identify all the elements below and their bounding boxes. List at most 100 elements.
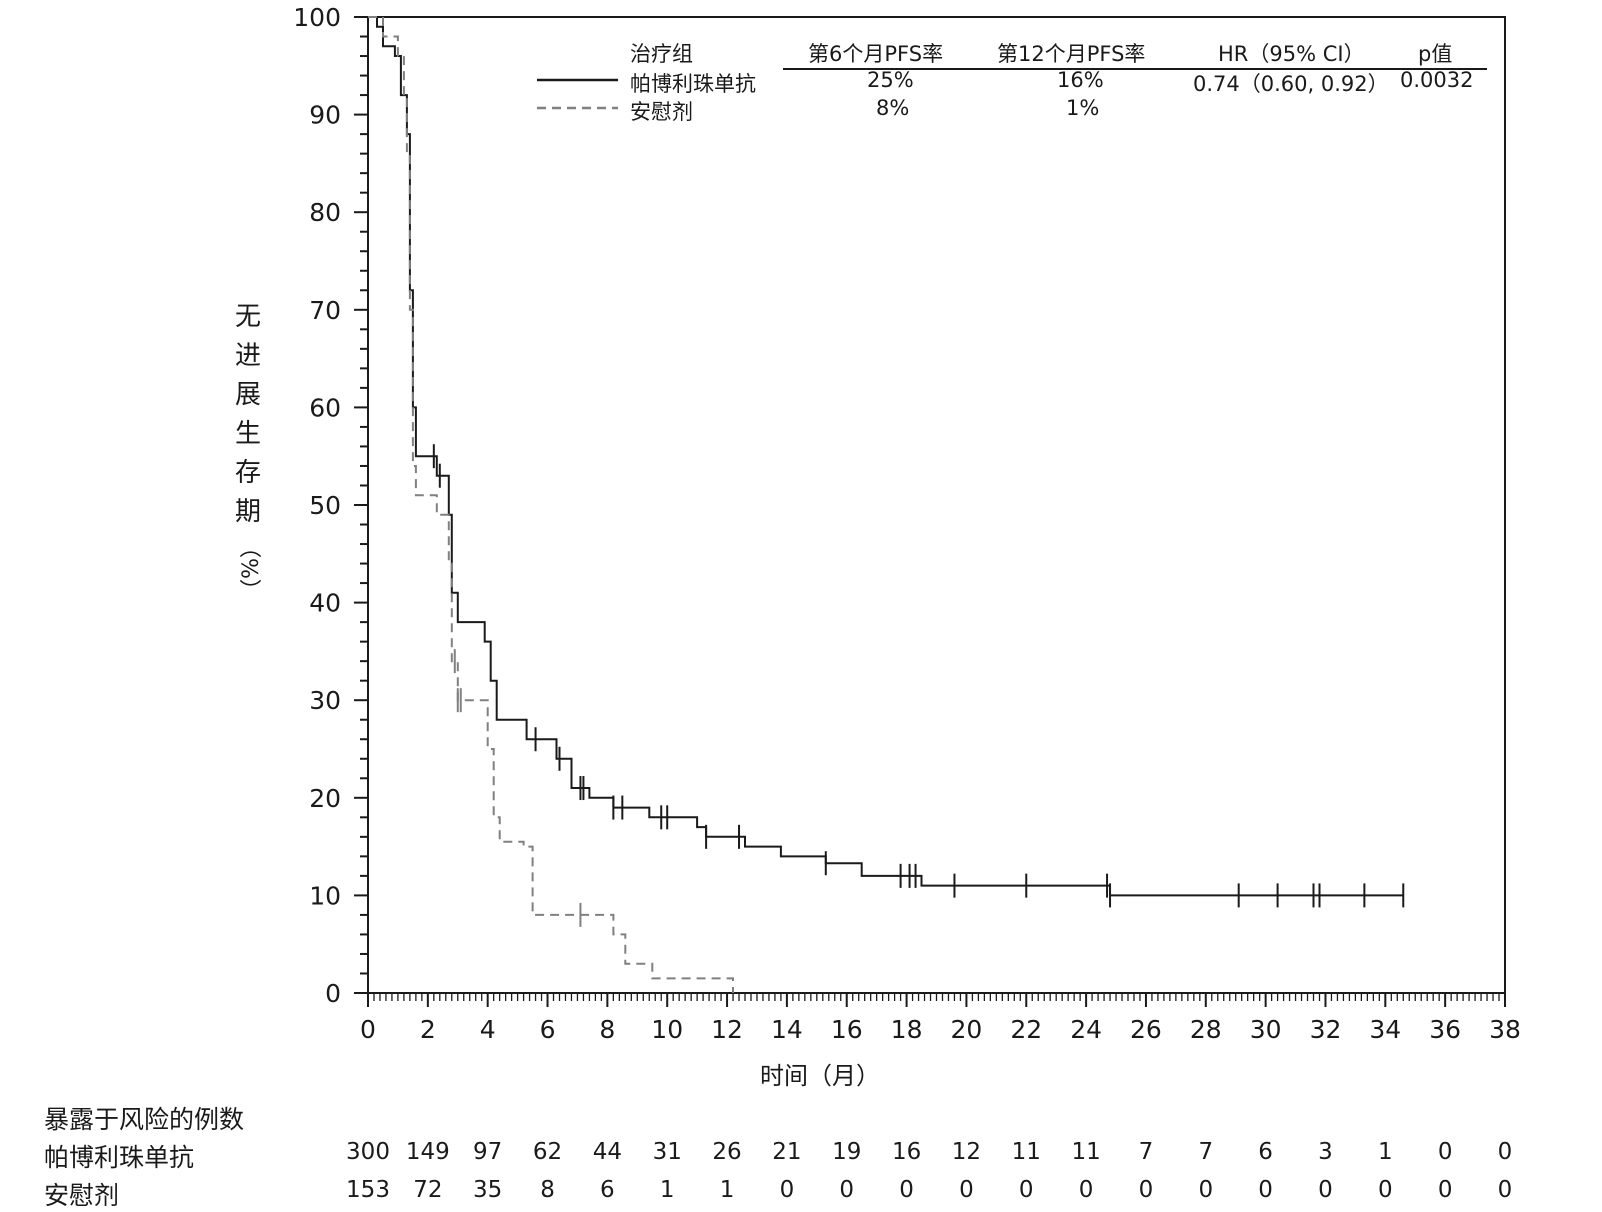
legend-col-12m: 第12个月PFS率 <box>997 42 1146 66</box>
y-axis-label-char: 展 <box>234 380 261 410</box>
risk-cell: 1 <box>659 1177 675 1203</box>
y-tick-label: 50 <box>309 491 341 520</box>
risk-cell: 0 <box>1318 1177 1333 1203</box>
y-tick-label: 90 <box>309 101 341 130</box>
risk-cell: 0 <box>839 1177 855 1203</box>
risk-cell: 1 <box>1377 1139 1393 1165</box>
risk-cell: 0 <box>779 1177 795 1203</box>
risk-cell: 16 <box>891 1139 922 1165</box>
risk-cell: 300 <box>346 1139 390 1165</box>
legend-rate-6m: 25% <box>867 68 914 92</box>
risk-cell: 44 <box>592 1139 622 1165</box>
risk-cell: 6 <box>1258 1139 1273 1165</box>
risk-cell: 0 <box>1258 1177 1273 1203</box>
risk-cell: 0 <box>1497 1139 1513 1165</box>
x-tick-label: 6 <box>540 1015 556 1044</box>
y-axis-label-char: 期 <box>234 497 261 527</box>
x-tick-label: 10 <box>651 1015 683 1044</box>
series-line-pembrolizumab <box>368 16 1404 897</box>
risk-cell: 0 <box>959 1177 974 1203</box>
risk-cell: 0 <box>1377 1177 1393 1203</box>
y-axis-label-unit: （%） <box>235 536 261 601</box>
risk-cell: 26 <box>712 1139 742 1165</box>
risk-table-title: 暴露于风险的例数 <box>44 1105 245 1134</box>
risk-row-label: 帕博利珠单抗 <box>44 1143 195 1172</box>
risk-cell: 8 <box>540 1177 555 1203</box>
y-tick-label: 30 <box>309 686 341 715</box>
y-tick-label: 40 <box>309 589 341 618</box>
risk-cell: 97 <box>473 1139 503 1165</box>
risk-cell: 11 <box>1011 1139 1041 1165</box>
y-tick-label: 70 <box>309 296 341 325</box>
risk-cell: 7 <box>1138 1139 1154 1165</box>
risk-cell: 0 <box>1198 1177 1214 1203</box>
risk-cell: 0 <box>1497 1177 1513 1203</box>
legend-col-hr: HR（95% CI） <box>1218 42 1365 66</box>
y-tick-label: 100 <box>293 3 341 32</box>
x-tick-label: 16 <box>831 1015 863 1044</box>
x-axis-label: 时间（月） <box>760 1062 880 1090</box>
x-tick-label: 38 <box>1489 1015 1521 1044</box>
legend-rate-12m: 16% <box>1057 68 1104 92</box>
y-tick-label: 60 <box>309 393 341 422</box>
y-axis-label: 无 进 展 生 存 期 （%） <box>228 298 268 601</box>
legend-series-name: 帕博利珠单抗 <box>630 72 756 96</box>
risk-cell: 35 <box>473 1177 503 1203</box>
x-tick-label: 14 <box>771 1015 803 1044</box>
risk-cell: 0 <box>1138 1177 1154 1203</box>
risk-cell: 1 <box>719 1177 735 1203</box>
series-line-placebo <box>368 16 734 993</box>
legend-group-header: 治疗组 <box>630 42 693 66</box>
y-tick-label: 20 <box>309 784 341 813</box>
risk-cell: 11 <box>1071 1139 1101 1165</box>
risk-cell: 0 <box>899 1177 914 1203</box>
risk-cell: 3 <box>1318 1139 1333 1165</box>
x-tick-label: 4 <box>480 1015 496 1044</box>
x-tick-label: 18 <box>891 1015 923 1044</box>
risk-cell: 0 <box>1437 1177 1453 1203</box>
x-tick-label: 24 <box>1070 1015 1102 1044</box>
y-axis-label-char: 生 <box>234 419 261 449</box>
y-tick-label: 80 <box>309 198 341 227</box>
plot-frame <box>367 16 1506 994</box>
x-tick-label: 20 <box>951 1015 983 1044</box>
risk-cell: 19 <box>832 1139 862 1165</box>
legend-series-name: 安慰剂 <box>630 100 693 124</box>
x-tick-label: 34 <box>1369 1015 1401 1044</box>
risk-cell: 6 <box>600 1177 615 1203</box>
risk-cell: 72 <box>413 1177 443 1203</box>
x-tick-label: 8 <box>599 1015 615 1044</box>
risk-cell: 62 <box>532 1139 563 1165</box>
risk-cell: 0 <box>1437 1139 1453 1165</box>
legend-col-p: p值 <box>1418 42 1453 66</box>
x-tick-label: 0 <box>360 1015 376 1044</box>
x-tick-label: 22 <box>1010 1015 1042 1044</box>
x-tick-label: 36 <box>1429 1015 1461 1044</box>
x-tick-label: 12 <box>711 1015 743 1044</box>
x-tick-label: 2 <box>420 1015 436 1044</box>
risk-cell: 7 <box>1198 1139 1214 1165</box>
risk-cell: 31 <box>652 1139 682 1165</box>
legend-hr: 0.74（0.60, 0.92） <box>1193 72 1389 96</box>
x-tick-label: 32 <box>1310 1015 1342 1044</box>
legend-p: 0.0032 <box>1400 68 1474 92</box>
x-tick-label: 26 <box>1130 1015 1162 1044</box>
risk-cell: 0 <box>1078 1177 1094 1203</box>
legend-rate-12m: 1% <box>1066 96 1100 120</box>
risk-row-label: 安慰剂 <box>44 1181 120 1210</box>
y-axis-label-char: 无 <box>234 302 261 332</box>
risk-cell: 12 <box>951 1139 982 1165</box>
risk-cell: 0 <box>1018 1177 1034 1203</box>
legend-rate-6m: 8% <box>876 96 910 120</box>
risk-cell: 153 <box>346 1177 390 1203</box>
y-tick-label: 10 <box>309 881 341 910</box>
risk-cell: 149 <box>405 1139 450 1165</box>
y-tick-label: 0 <box>325 979 341 1008</box>
x-tick-label: 28 <box>1190 1015 1222 1044</box>
y-axis-label-char: 存 <box>234 458 261 488</box>
y-axis-label-char: 进 <box>234 341 261 371</box>
x-tick-label: 30 <box>1250 1015 1282 1044</box>
legend-col-6m: 第6个月PFS率 <box>808 42 944 66</box>
risk-cell: 21 <box>772 1139 802 1165</box>
